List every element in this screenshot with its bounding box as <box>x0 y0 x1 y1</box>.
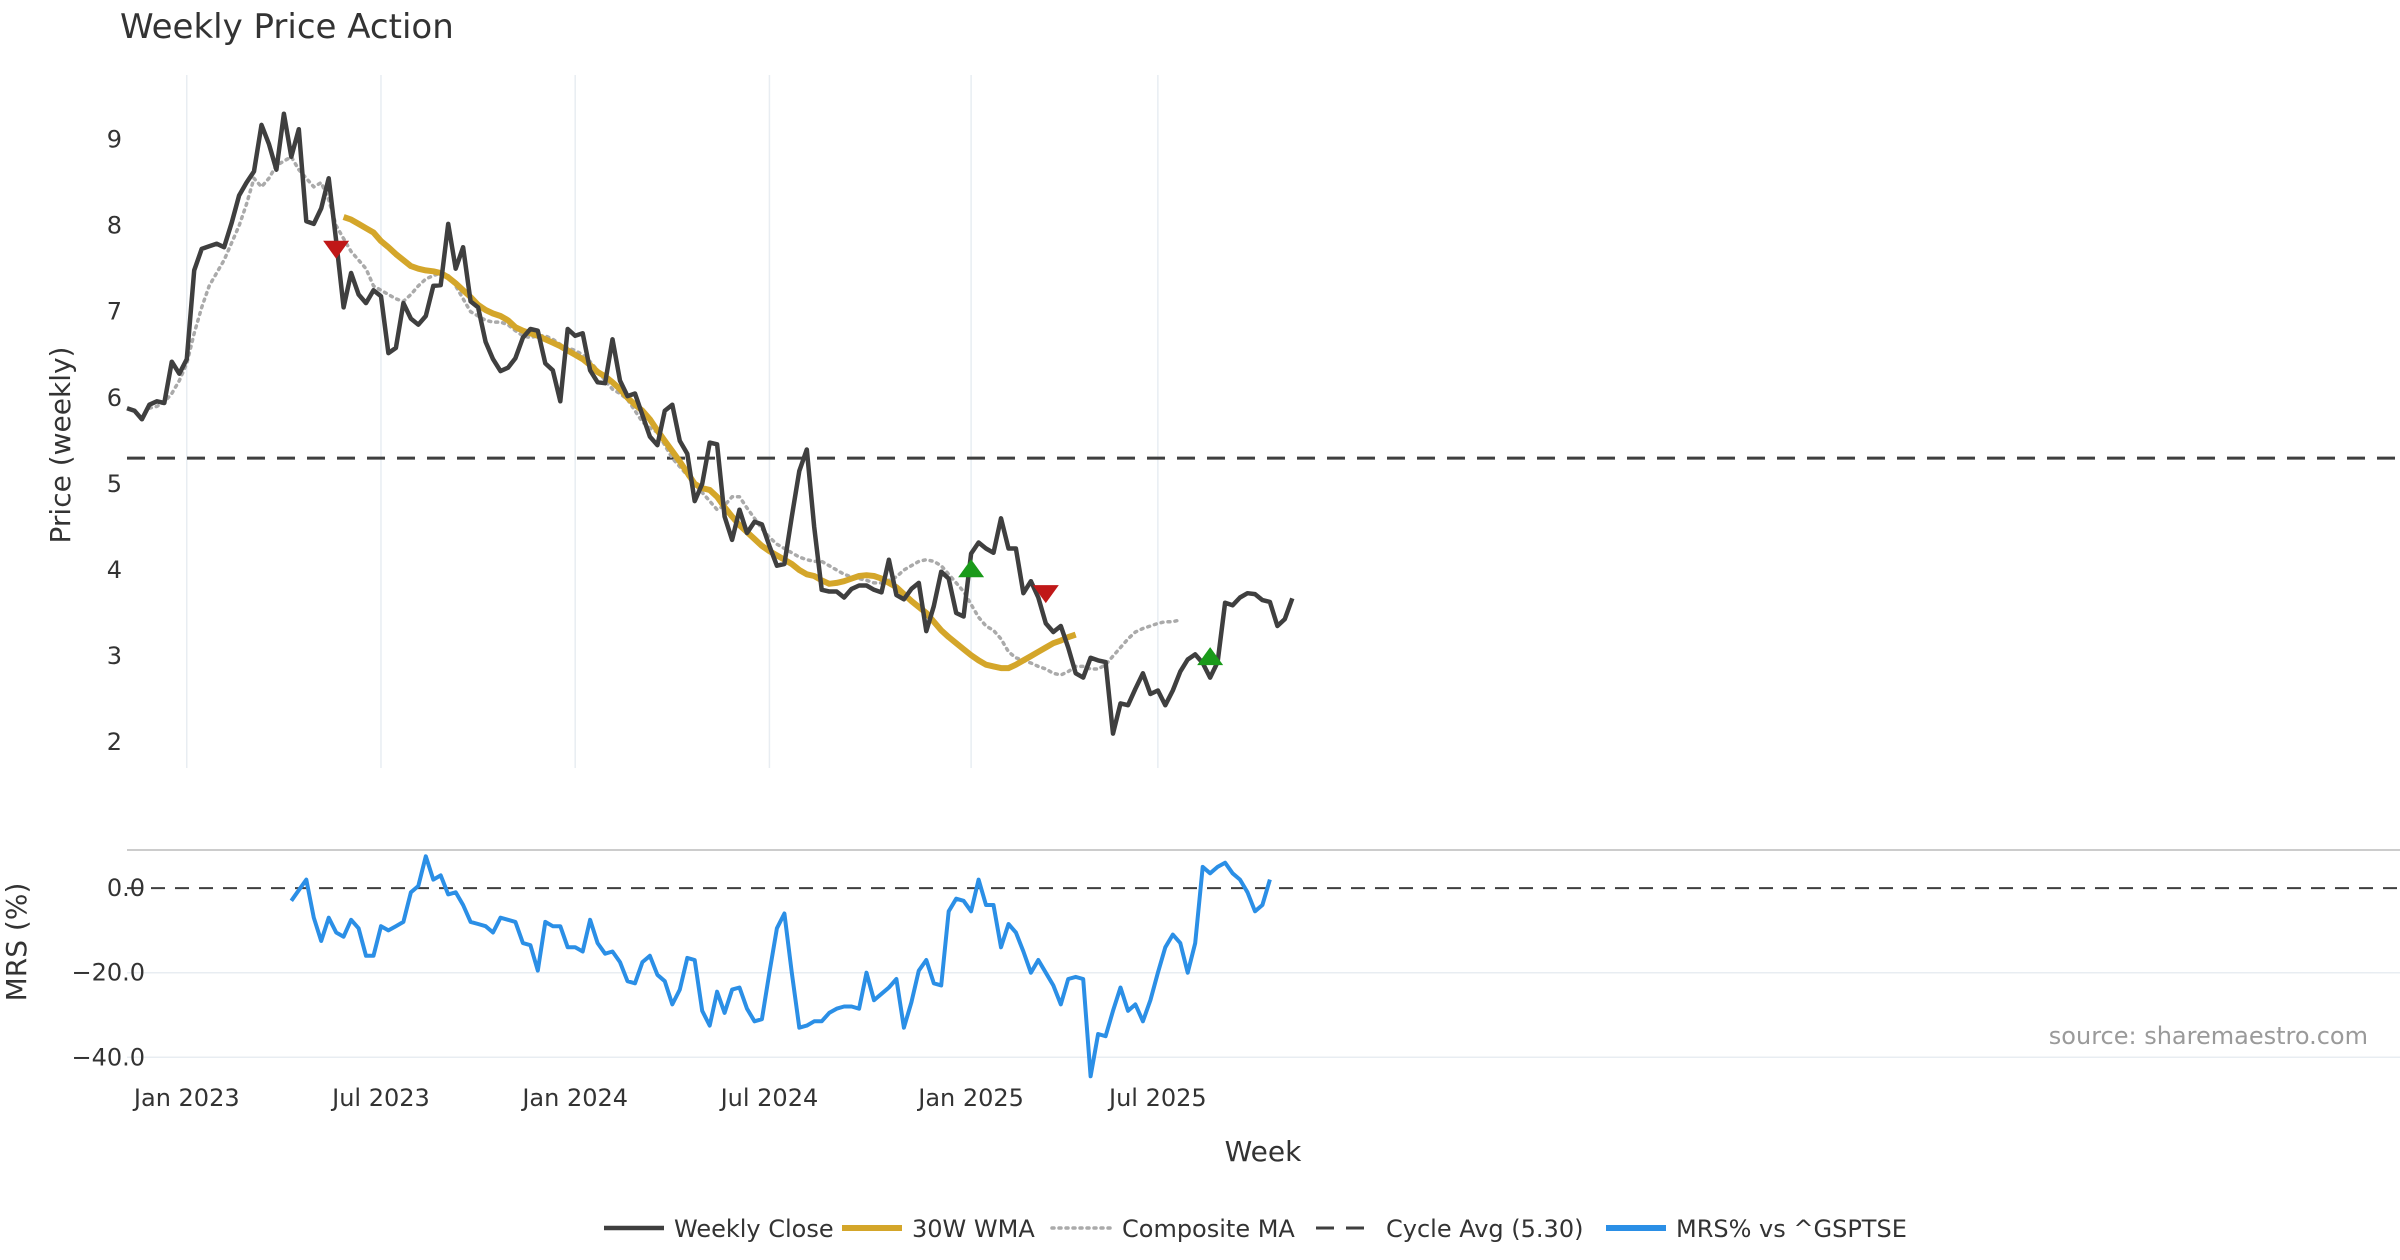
series-layer <box>126 111 1295 1079</box>
mrs-y-tick-label: −20.0 <box>71 959 145 987</box>
legend-label: Cycle Avg (5.30) <box>1386 1215 1583 1243</box>
price-y-tick-label: 3 <box>107 642 122 670</box>
sell-signal-marker <box>1032 585 1059 604</box>
legend-label: 30W WMA <box>912 1215 1035 1243</box>
grid <box>127 75 2400 1059</box>
price-y-tick-label: 4 <box>107 556 122 584</box>
sell-signal-marker <box>323 240 350 259</box>
reference-lines <box>127 456 2400 890</box>
x-tick-label: Jan 2023 <box>132 1084 240 1112</box>
price-y-tick-label: 8 <box>107 212 122 240</box>
legend-label: Weekly Close <box>674 1215 834 1243</box>
x-tick-label: Jan 2024 <box>520 1084 628 1112</box>
legend-label: Composite MA <box>1122 1215 1295 1243</box>
buy-signal-marker <box>1197 647 1224 666</box>
mrs-axis-title: MRS (%) <box>0 883 33 1002</box>
price-y-tick-label: 9 <box>107 126 122 154</box>
price-y-tick-label: 5 <box>107 470 122 498</box>
chart-title: Weekly Price Action <box>120 7 454 47</box>
price-axis-title: Price (weekly) <box>44 347 77 544</box>
series-line-weekly-close <box>126 111 1295 736</box>
series-line-30w-wma <box>342 214 1077 672</box>
mrs-y-tick-label: −40.0 <box>71 1043 145 1071</box>
signal-markers <box>323 240 1224 666</box>
buy-signal-marker <box>958 559 985 578</box>
series-line-mrs <box>289 854 1272 1079</box>
price-y-tick-label: 2 <box>107 728 122 756</box>
x-tick-label: Jan 2025 <box>916 1084 1024 1112</box>
x-tick-label: Jul 2023 <box>330 1084 430 1112</box>
legend: Weekly Close 30W WMA Composite MA Cycle Avg… <box>604 1215 1907 1243</box>
axes-labels: Jan 2023 Jul 2023 Jan 2024 Jul 2024 Jan 2025… <box>71 126 1206 1112</box>
x-axis-title: Week <box>1225 1135 1302 1168</box>
source-credit: source: sharemaestro.com <box>2049 1022 2368 1050</box>
x-tick-label: Jul 2025 <box>1107 1084 1207 1112</box>
price-y-tick-label: 7 <box>107 298 122 326</box>
mrs-y-tick-label: 0.0 <box>107 874 145 902</box>
legend-label: MRS% vs ^GSPTSE <box>1676 1215 1907 1243</box>
price-y-tick-label: 6 <box>107 384 122 412</box>
x-tick-label: Jul 2024 <box>719 1084 819 1112</box>
